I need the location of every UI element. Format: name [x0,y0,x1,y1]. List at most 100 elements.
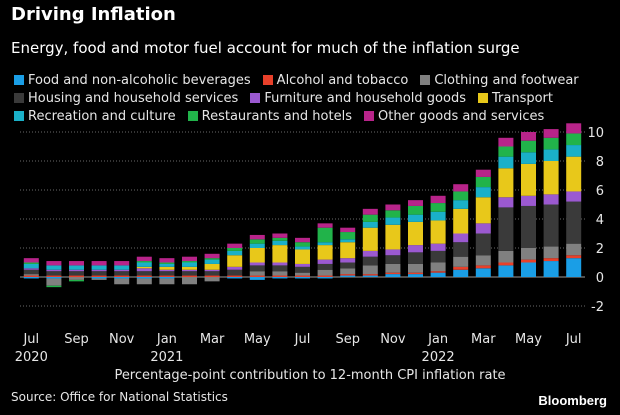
bar-segment [566,255,582,259]
bar-segment [498,137,514,147]
bar-segment [69,277,84,280]
bar-segment [249,248,265,263]
bar-segment [543,258,559,262]
legend-item: Housing and household services [14,90,238,107]
bar-segment [543,137,559,150]
bar-segment [430,243,446,251]
bar-segment [159,271,175,276]
bar-segment [543,194,559,205]
bar-segment [543,204,559,247]
bar-segment [475,176,491,188]
bar-segment [204,277,220,282]
legend-item: Food and non-alcoholic beverages [14,72,251,89]
bar-segment [295,266,310,273]
bar-segment [46,265,62,270]
bar-segment [204,263,220,270]
bar-segment [475,223,491,234]
x-tick-label: Mar [200,332,225,347]
x-tick-year-label: 2022 [422,350,455,364]
bar-segment [295,242,310,247]
bar-segment [227,243,243,248]
bar-segment [340,275,356,277]
bar-segment [453,269,469,277]
bar-segment [453,184,469,192]
bar-segment [249,271,265,276]
bar-segment [408,200,423,206]
bar-segment [453,266,469,270]
bar-segment [249,234,265,240]
bar-segment [136,278,152,285]
bar-segment [408,274,423,277]
bar-segment [543,246,559,259]
bar-segment [408,214,423,222]
chart-title: Driving Inflation [11,4,176,25]
bar-segment [566,133,582,146]
bar-segment [498,197,514,208]
bar-segment [272,240,288,246]
chart-subtitle: Energy, food and motor fuel account for … [11,39,520,57]
x-tick-label: Jan [427,332,448,347]
bar-segment [340,258,356,263]
bar-segment [23,275,39,277]
bar-segment [543,161,559,195]
legend-row: Recreation and culture Restaurants and ho… [14,108,614,126]
legend-swatch [14,111,24,121]
bar-segment [430,250,446,263]
bar-segment [295,237,310,243]
bar-segment [317,263,333,270]
bar-segment [159,262,175,264]
bar-segment [91,261,107,266]
bar-segment [69,261,84,266]
bar-segment [182,256,197,262]
bar-segment [46,275,62,277]
legend-item: Restaurants and hotels [187,108,352,125]
bar-segment [182,262,197,267]
bar-segment [317,223,333,228]
bar-segment [385,249,401,256]
bar-segment [182,277,197,285]
bar-segment [227,266,243,270]
bar-segment [362,250,378,257]
bar-segment [249,239,265,244]
legend-item: Clothing and footwear [420,72,579,89]
bar-segment [498,262,514,266]
legend-swatch [14,75,24,85]
bar-segment [317,277,333,279]
bar-segment [521,152,536,164]
bar-segment [159,278,175,285]
bar-segment [46,285,62,288]
legend-item: Alcohol and tobacco [262,72,408,89]
legend-swatch [262,75,273,85]
bar-segment [91,265,107,270]
bar-segment [295,277,310,279]
bar-segment [23,269,39,275]
bar-segment [46,269,62,272]
bar-segment [159,266,175,270]
bar-segment [498,250,514,263]
legend-swatch [420,75,431,85]
bar-segment [46,261,62,266]
bar-segment [227,277,243,279]
bar-segment [453,242,469,257]
bar-segment [159,269,175,272]
legend-swatch [250,93,261,103]
y-tick-label: 8 [596,155,604,170]
bar-segment [136,266,152,269]
bar-segment [521,140,536,153]
bar-segment [114,271,130,276]
bar-segment [249,243,265,248]
bar-segment [566,258,582,277]
bar-segment [136,256,152,262]
legend-swatch [187,111,198,121]
bar-segment [340,242,356,259]
bar-segment [385,210,401,218]
bar-segment [521,195,536,206]
bar-segment [317,269,333,276]
bar-segment [204,269,220,272]
bar-segment [385,272,401,275]
bar-segment [340,232,356,240]
bar-segment [69,275,84,277]
bar-segment [249,275,265,277]
y-tick-label: 10 [587,126,604,141]
bar-segment [182,275,197,277]
